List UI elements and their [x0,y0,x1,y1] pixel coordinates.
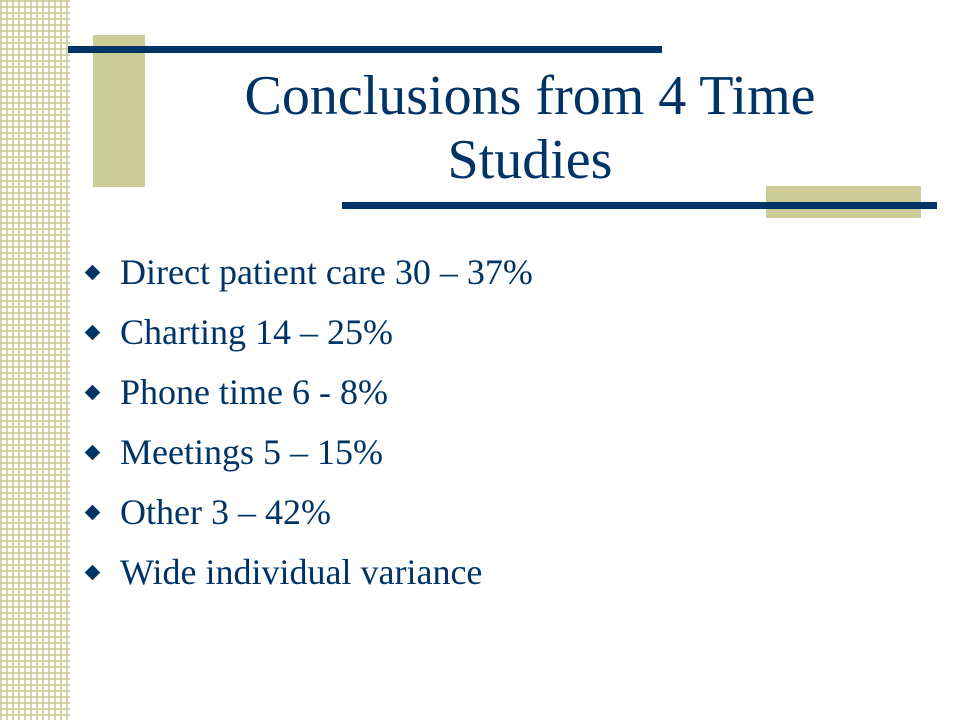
title-rule-top [68,46,662,53]
diamond-icon [84,384,101,400]
bullet-text: Phone time 6 - 8% [120,372,388,412]
bullet-list: Direct patient care 30 – 37% Charting 14… [82,242,533,602]
decorative-tan-block-left [93,35,145,187]
diamond-icon [84,444,101,460]
slide-title: Conclusions from 4 Time Studies [244,65,816,191]
decorative-checkered-strip [0,0,70,720]
bullet-text: Other 3 – 42% [120,492,331,532]
bullet-item: Direct patient care 30 – 37% [82,242,533,302]
diamond-icon [84,504,101,520]
diamond-icon [84,264,101,280]
diamond-icon [84,324,101,340]
bullet-text: Meetings 5 – 15% [120,432,383,472]
title-rule-bottom [342,202,937,209]
bullet-text: Charting 14 – 25% [120,312,393,352]
bullet-text: Direct patient care 30 – 37% [120,252,533,292]
diamond-icon [84,564,101,580]
bullet-text: Wide individual variance [120,552,483,592]
bullet-item: Wide individual variance [82,542,533,602]
bullet-item: Other 3 – 42% [82,482,533,542]
bullet-item: Charting 14 – 25% [82,302,533,362]
bullet-item: Meetings 5 – 15% [82,422,533,482]
bullet-item: Phone time 6 - 8% [82,362,533,422]
